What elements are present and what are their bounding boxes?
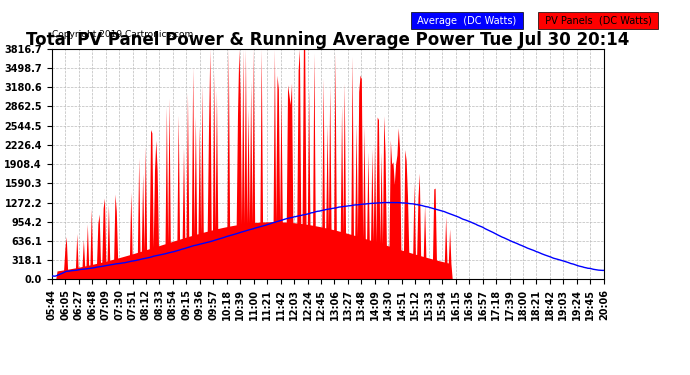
Text: Copyright 2019 Cartronics.com: Copyright 2019 Cartronics.com — [52, 30, 193, 39]
Text: PV Panels  (DC Watts): PV Panels (DC Watts) — [542, 16, 655, 26]
Text: Average  (DC Watts): Average (DC Watts) — [414, 16, 520, 26]
Title: Total PV Panel Power & Running Average Power Tue Jul 30 20:14: Total PV Panel Power & Running Average P… — [26, 31, 629, 49]
